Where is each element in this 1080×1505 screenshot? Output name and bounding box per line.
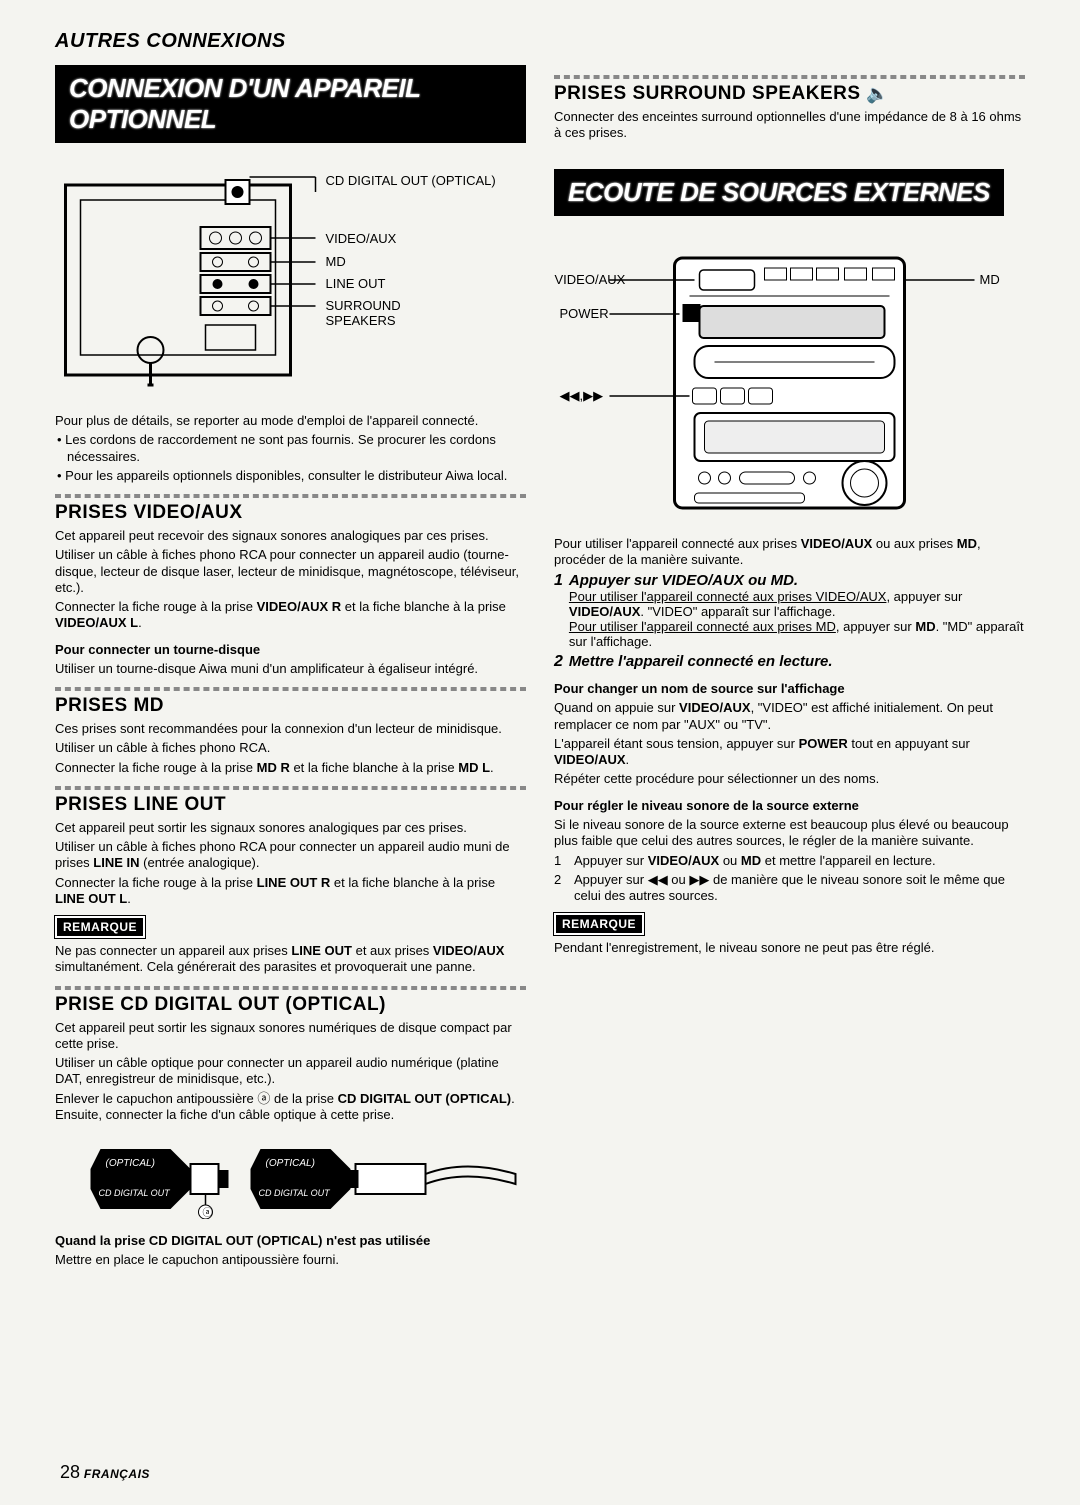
svg-text:CD DIGITAL OUT (OPTICAL): CD DIGITAL OUT (OPTICAL) [326, 173, 496, 188]
section-divider [55, 494, 526, 498]
body-text: Connecter la fiche rouge à la prise LINE… [55, 875, 526, 908]
sub-heading: Quand la prise CD DIGITAL OUT (OPTICAL) … [55, 1233, 526, 1249]
body-text: Utiliser un tourne-disque Aiwa muni d'un… [55, 661, 526, 677]
svg-text:SPEAKERS: SPEAKERS [326, 313, 396, 328]
section-title-md: PRISES MD [55, 695, 526, 717]
front-panel-diagram: VIDEO/AUX POWER MD ◀◀,▶▶ [554, 238, 1025, 518]
body-text: Utiliser un câble optique pour connecter… [55, 1055, 526, 1088]
section-box-title-2: ECOUTE DE SOURCES EXTERNES [554, 169, 1004, 216]
svg-text:(OPTICAL): (OPTICAL) [266, 1158, 315, 1169]
intro-text: Pour plus de détails, se reporter au mod… [55, 413, 526, 429]
section-title-video-aux: PRISES VIDEO/AUX [55, 502, 526, 524]
svg-text:MD: MD [980, 272, 1000, 287]
section-divider [55, 786, 526, 790]
svg-text:MD: MD [326, 254, 346, 269]
sub-heading: Pour changer un nom de source sur l'affi… [554, 681, 1025, 697]
speaker-icon: 🔈 [866, 83, 889, 103]
body-text: Si le niveau sonore de la source externe… [554, 817, 1025, 850]
step-1: 1 Appuyer sur VIDEO/AUX ou MD. Pour util… [554, 572, 1025, 649]
section-title-surround: PRISES SURROUND SPEAKERS 🔈 [554, 83, 1025, 105]
body-text: Connecter la fiche rouge à la prise MD R… [55, 760, 526, 776]
svg-text:(OPTICAL): (OPTICAL) [106, 1158, 155, 1169]
svg-text:ⓐ: ⓐ [203, 1207, 213, 1219]
svg-text:VIDEO/AUX: VIDEO/AUX [326, 231, 397, 246]
svg-text:◀◀,▶▶: ◀◀,▶▶ [560, 388, 604, 403]
section-divider [55, 986, 526, 990]
body-text: Utiliser un câble à fiches phono RCA pou… [55, 547, 526, 596]
body-text: Quand on appuie sur VIDEO/AUX, "VIDEO" e… [554, 700, 1025, 733]
right-column: PRISES SURROUND SPEAKERS 🔈 Connecter des… [554, 65, 1025, 1272]
page-header: AUTRES CONNEXIONS [55, 30, 1025, 53]
svg-text:LINE OUT: LINE OUT [326, 276, 386, 291]
body-text: Mettre en place le capuchon antipoussièr… [55, 1252, 526, 1268]
remarque-badge: REMARQUE [554, 913, 644, 935]
left-column: CONNEXION D'UN APPAREIL OPTIONNEL CD DIG… [55, 65, 526, 1272]
svg-text:CD DIGITAL OUT: CD DIGITAL OUT [99, 1188, 172, 1198]
section-box-title-1: CONNEXION D'UN APPAREIL OPTIONNEL [55, 65, 526, 143]
section-title-line-out: PRISES LINE OUT [55, 794, 526, 816]
body-text: Pour utiliser l'appareil connecté aux pr… [554, 536, 1025, 569]
body-text: Connecter des enceintes surround optionn… [554, 109, 1025, 142]
body-text: Cet appareil peut sortir les signaux son… [55, 820, 526, 836]
body-text: Utiliser un câble à fiches phono RCA pou… [55, 839, 526, 872]
body-text: Répéter cette procédure pour sélectionne… [554, 771, 1025, 787]
page-footer: 28 FRANÇAIS [60, 1462, 150, 1483]
body-text: Cet appareil peut sortir les signaux son… [55, 1020, 526, 1053]
rear-panel-diagram: CD DIGITAL OUT (OPTICAL) VIDEO/AUX MD LI… [55, 165, 526, 395]
sub-heading: Pour régler le niveau sonore de la sourc… [554, 798, 1025, 814]
optical-cable-diagram: (OPTICAL) CD DIGITAL OUT ⓐ (OPTICAL) CD … [55, 1134, 526, 1219]
body-text: L'appareil étant sous tension, appuyer s… [554, 736, 1025, 769]
note-text: Pendant l'enregistrement, le niveau sono… [554, 940, 1025, 956]
content-columns: CONNEXION D'UN APPAREIL OPTIONNEL CD DIG… [55, 65, 1025, 1272]
body-text: Enlever le capuchon antipoussière ⓐ de l… [55, 1091, 526, 1124]
body-text: Cet appareil peut recevoir des signaux s… [55, 528, 526, 544]
intro-bullet-1: • Les cordons de raccordement ne sont pa… [55, 432, 526, 465]
body-text: Ces prises sont recommandées pour la con… [55, 721, 526, 737]
sub-heading: Pour connecter un tourne-disque [55, 642, 526, 658]
intro-bullet-2: • Pour les appareils optionnels disponib… [55, 468, 526, 484]
section-divider [554, 75, 1025, 79]
section-divider [55, 687, 526, 691]
section-title-cd-digital: PRISE CD DIGITAL OUT (OPTICAL) [55, 994, 526, 1016]
step-2: 2 Mettre l'appareil connecté en lecture. [554, 653, 1025, 671]
substep-1: 1 Appuyer sur VIDEO/AUX ou MD et mettre … [554, 853, 1025, 868]
body-text: Utiliser un câble à fiches phono RCA. [55, 740, 526, 756]
svg-text:POWER: POWER [560, 306, 609, 321]
remarque-badge: REMARQUE [55, 916, 145, 938]
substep-2: 2 Appuyer sur ◀◀ ou ▶▶ de manière que le… [554, 872, 1025, 903]
body-text: Connecter la fiche rouge à la prise VIDE… [55, 599, 526, 632]
note-text: Ne pas connecter un appareil aux prises … [55, 943, 526, 976]
svg-text:VIDEO/AUX: VIDEO/AUX [555, 272, 626, 287]
svg-text:SURROUND: SURROUND [326, 298, 401, 313]
svg-text:CD DIGITAL OUT: CD DIGITAL OUT [259, 1188, 332, 1198]
